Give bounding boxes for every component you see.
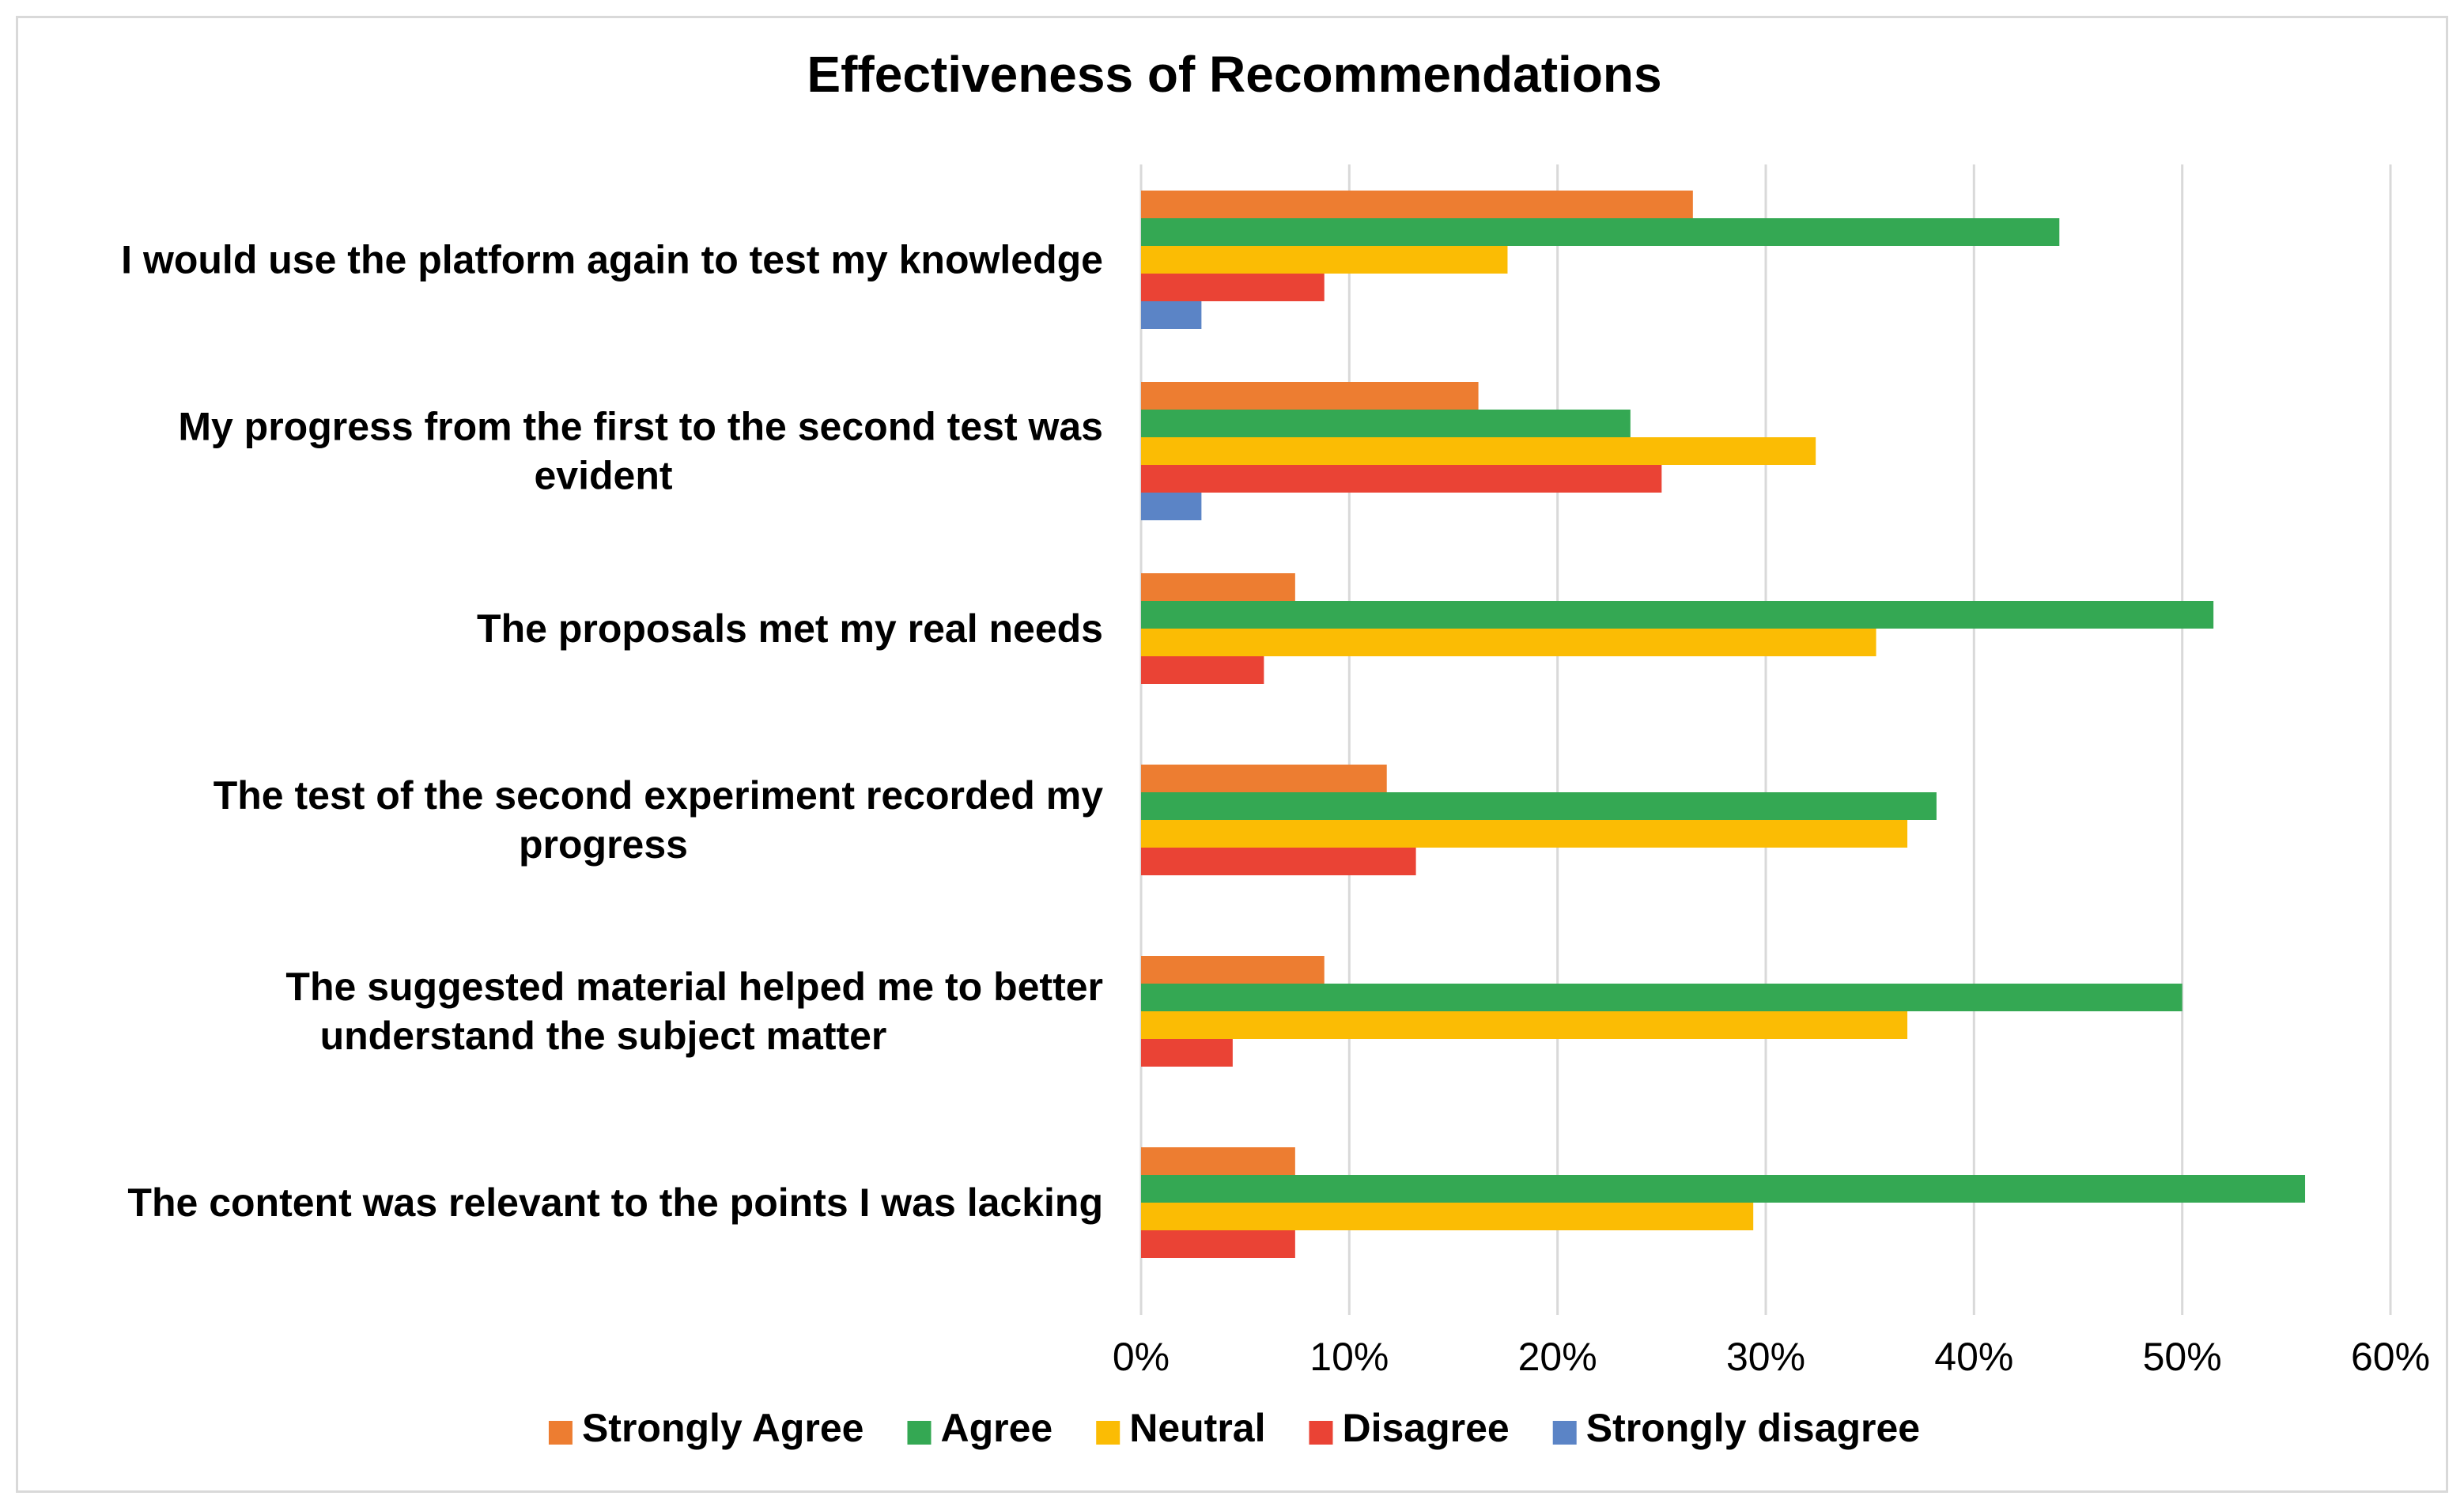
bar <box>1141 629 1876 656</box>
chart-title: Effectiveness of Recommendations <box>807 46 1661 103</box>
gridlines <box>1139 164 2392 1315</box>
legend-item: Strongly Agree <box>548 1406 864 1450</box>
bar <box>1141 410 1631 437</box>
bar <box>1141 437 1816 465</box>
legend-item: Strongly disagree <box>1552 1406 1920 1450</box>
legend-label: Disagree <box>1342 1406 1509 1450</box>
legend: Strongly Agree Agree Neutral Disagree Strong… <box>548 1406 1920 1450</box>
category-label-line: understand the subject matter <box>320 1014 887 1058</box>
category-label: The proposals met my real needs <box>477 606 1103 651</box>
bar <box>1141 1147 1295 1175</box>
legend-label: Strongly disagree <box>1586 1406 1920 1450</box>
x-tick-label: 40% <box>1934 1335 2013 1379</box>
chart-svg: Effectiveness of Recommendations 0% 10% 20… <box>121 46 2430 1450</box>
category-label: The test of the second experiment record… <box>214 773 1103 867</box>
category-label-line: The proposals met my real needs <box>477 606 1103 651</box>
x-tick-label: 0% <box>1113 1335 1170 1379</box>
bars <box>1141 191 2306 1258</box>
x-tick-label: 20% <box>1518 1335 1597 1379</box>
bar <box>1141 573 1295 601</box>
legend-item: Disagree <box>1309 1406 1510 1450</box>
bar <box>1141 1203 1754 1230</box>
category-label-line: The content was relevant to the points I… <box>127 1180 1103 1225</box>
legend-item: Agree <box>907 1406 1052 1450</box>
bar <box>1141 765 1387 792</box>
legend-swatch <box>548 1421 573 1445</box>
bar <box>1141 820 1908 848</box>
category-label: I would use the platform again to test m… <box>121 238 1103 282</box>
bar <box>1141 1039 1233 1067</box>
x-tick-label: 10% <box>1309 1335 1389 1379</box>
bar <box>1141 848 1416 875</box>
bar <box>1141 246 1508 274</box>
bar <box>1141 493 1202 520</box>
bar <box>1141 1175 2306 1203</box>
bar <box>1141 191 1693 218</box>
category-label: The content was relevant to the points I… <box>127 1180 1103 1225</box>
chart-frame: Effectiveness of Recommendations 0% 10% 20… <box>16 16 2448 1493</box>
category-label: My progress from the first to the second… <box>178 405 1103 498</box>
category-label-line: The suggested material helped me to bett… <box>285 965 1103 1009</box>
legend-swatch <box>1096 1421 1121 1445</box>
bar <box>1141 218 2060 246</box>
category-label-line: progress <box>519 822 688 867</box>
category-label-line: evident <box>534 454 672 498</box>
legend-label: Strongly Agree <box>582 1406 864 1450</box>
bar <box>1141 274 1325 301</box>
legend-label: Neutral <box>1129 1406 1265 1450</box>
legend-item: Neutral <box>1096 1406 1265 1450</box>
x-tick-label: 50% <box>2143 1335 2222 1379</box>
category-labels: I would use the platform again to test m… <box>121 238 1103 1226</box>
category-label-line: The test of the second experiment record… <box>214 773 1103 818</box>
category-label: The suggested material helped me to bett… <box>285 965 1103 1058</box>
bar <box>1141 656 1264 684</box>
bar <box>1141 956 1325 984</box>
legend-swatch <box>1552 1421 1577 1445</box>
legend-swatch <box>907 1421 932 1445</box>
category-label-line: My progress from the first to the second… <box>178 405 1103 449</box>
bar <box>1141 301 1202 329</box>
bar <box>1141 1230 1295 1258</box>
bar <box>1141 1011 1908 1039</box>
legend-label: Agree <box>940 1406 1052 1450</box>
bar <box>1141 601 2214 629</box>
bar <box>1141 792 1937 820</box>
legend-swatch <box>1309 1421 1333 1445</box>
x-axis-ticks: 0% 10% 20% 30% 40% 50% 60% <box>1113 1335 2430 1379</box>
bar <box>1141 984 2182 1011</box>
bar <box>1141 382 1479 410</box>
category-label-line: I would use the platform again to test m… <box>121 238 1103 282</box>
x-tick-label: 30% <box>1726 1335 1805 1379</box>
x-tick-label: 60% <box>2351 1335 2430 1379</box>
bar <box>1141 465 1662 493</box>
